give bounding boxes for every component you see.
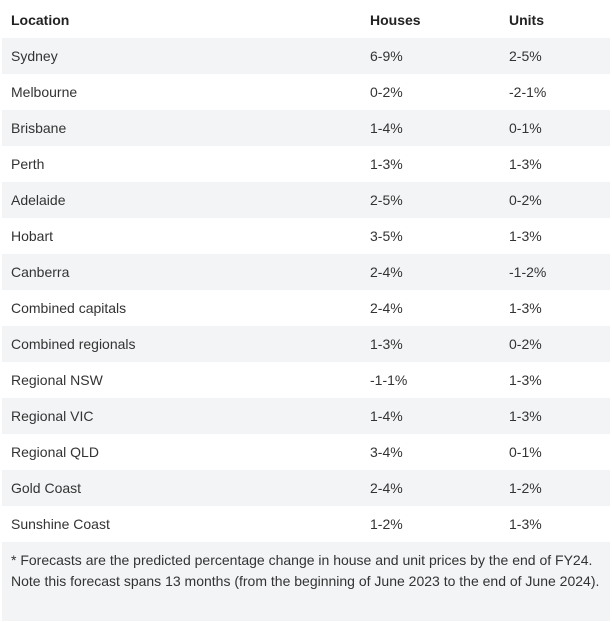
table-row: Adelaide 2-5% 0-2% [2,182,610,218]
cell-location: Brisbane [11,120,67,136]
cell-units: 2-5% [509,48,542,64]
cell-location: Regional VIC [11,408,94,424]
cell-units: 0-1% [509,120,542,136]
cell-location: Combined regionals [11,336,136,352]
cell-houses: 2-4% [370,480,403,496]
table-row: Hobart 3-5% 1-3% [2,218,610,254]
cell-location: Regional QLD [11,444,99,460]
cell-location: Melbourne [11,84,78,100]
cell-units: 0-2% [509,192,542,208]
cell-location: Adelaide [11,192,66,208]
cell-houses: 1-4% [370,408,403,424]
cell-units: -1-2% [509,264,547,280]
cell-houses: 0-2% [370,84,403,100]
table-row: Regional NSW -1-1% 1-3% [2,362,610,398]
cell-location: Canberra [11,264,70,280]
cell-houses: 2-4% [370,300,403,316]
table-row: Perth 1-3% 1-3% [2,146,610,182]
table-row: Regional QLD 3-4% 0-1% [2,434,610,470]
table-row: Brisbane 1-4% 0-1% [2,110,610,146]
table-row: Melbourne 0-2% -2-1% [2,74,610,110]
cell-houses: 2-4% [370,264,403,280]
header-houses: Houses [370,12,421,28]
table-row: Combined regionals 1-3% 0-2% [2,326,610,362]
cell-units: 0-2% [509,336,542,352]
footnote-text: * Forecasts are the predicted percentage… [11,552,600,589]
cell-units: 1-3% [509,300,542,316]
cell-houses: 2-5% [370,192,403,208]
cell-houses: -1-1% [370,372,408,388]
cell-units: 1-3% [509,516,542,532]
cell-units: -2-1% [509,84,547,100]
cell-location: Hobart [11,228,54,244]
header-units: Units [509,12,544,28]
cell-units: 1-2% [509,480,542,496]
cell-houses: 1-2% [370,516,403,532]
table-row: Sunshine Coast 1-2% 1-3% [2,506,610,542]
cell-houses: 1-3% [370,336,403,352]
cell-location: Perth [11,156,45,172]
cell-location: Regional NSW [11,372,103,388]
cell-location: Gold Coast [11,480,82,496]
table-header-row: Location Houses Units [2,0,610,38]
cell-houses: 6-9% [370,48,403,64]
cell-units: 1-3% [509,228,542,244]
cell-houses: 3-5% [370,228,403,244]
cell-units: 0-1% [509,444,542,460]
cell-location: Sydney [11,48,58,64]
cell-location: Combined capitals [11,300,127,316]
table-row: Sydney 6-9% 2-5% [2,38,610,74]
forecast-footnote: * Forecasts are the predicted percentage… [2,542,610,621]
cell-units: 1-3% [509,156,542,172]
cell-houses: 1-3% [370,156,403,172]
cell-houses: 1-4% [370,120,403,136]
table-row: Regional VIC 1-4% 1-3% [2,398,610,434]
header-location: Location [11,12,70,28]
cell-units: 1-3% [509,372,542,388]
cell-units: 1-3% [509,408,542,424]
cell-location: Sunshine Coast [11,516,110,532]
table-row: Gold Coast 2-4% 1-2% [2,470,610,506]
table-row: Canberra 2-4% -1-2% [2,254,610,290]
cell-houses: 3-4% [370,444,403,460]
table-row: Combined capitals 2-4% 1-3% [2,290,610,326]
forecast-table: Location Houses Units Sydney 6-9% 2-5% M… [2,0,610,542]
